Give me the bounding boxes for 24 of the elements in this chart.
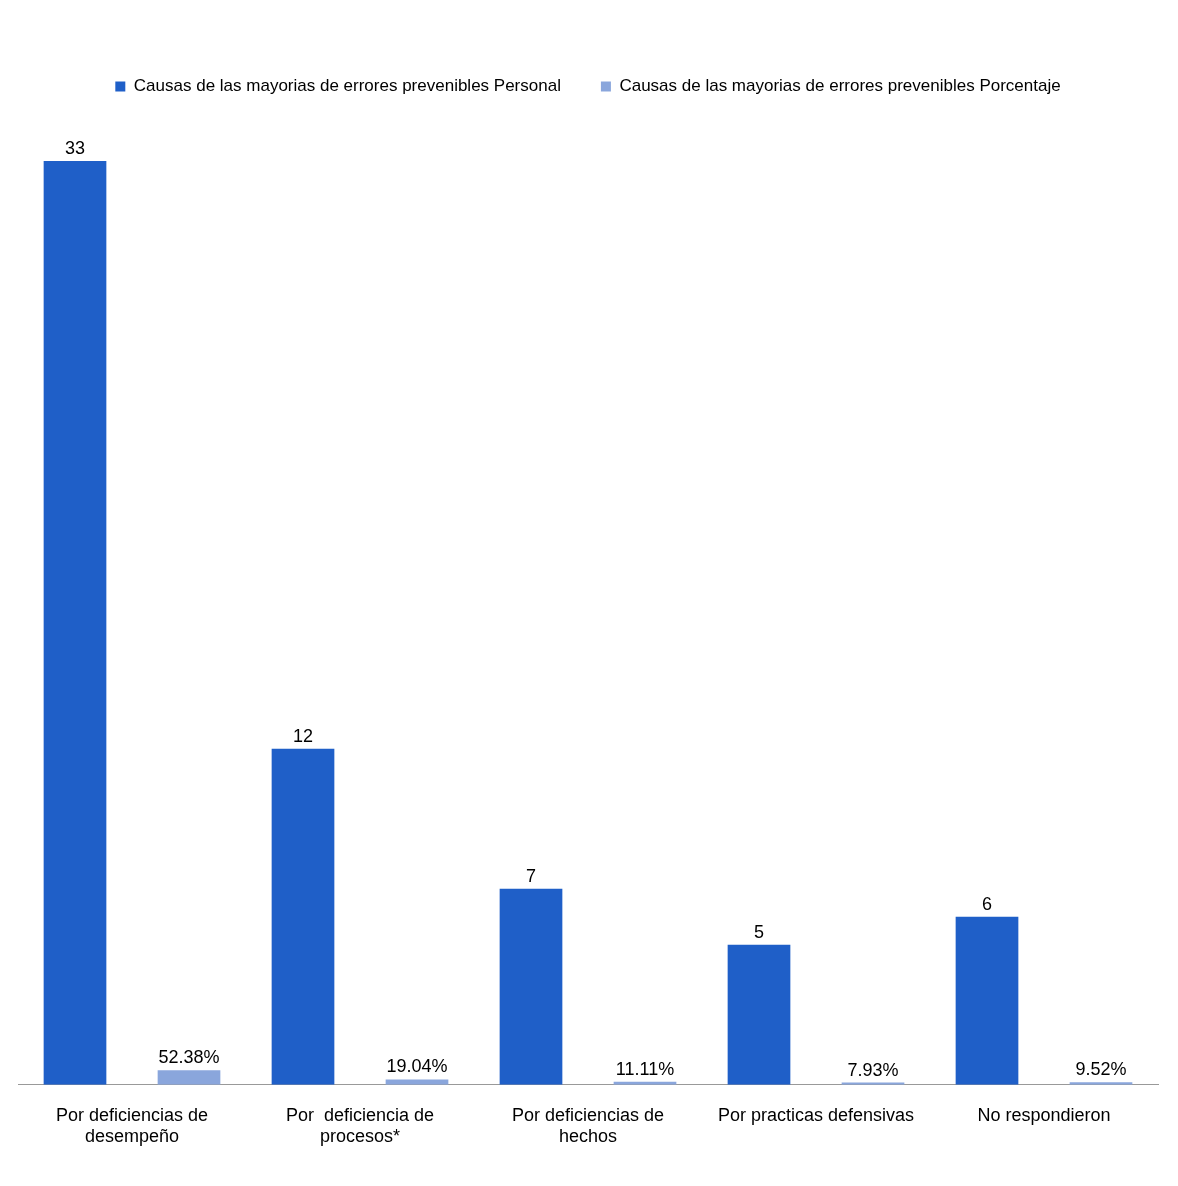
x-tick-label: Por deficiencias de hechos: [511, 1104, 665, 1147]
x-tick-label: Por practicas defensivas: [717, 1104, 915, 1125]
bar: [955, 916, 1019, 1085]
data-label: 33: [64, 137, 86, 158]
bar: [157, 1070, 221, 1085]
data-label: 52.38%: [158, 1047, 220, 1068]
x-tick-label: Por deficiencias de desempeño: [55, 1104, 209, 1147]
data-label: 19.04%: [386, 1056, 448, 1077]
bar: [385, 1079, 449, 1085]
bar: [43, 160, 107, 1085]
data-label: 5: [753, 921, 765, 942]
data-label: 11.11%: [615, 1058, 675, 1079]
data-label: 7.93%: [847, 1059, 899, 1080]
bar: [271, 748, 335, 1085]
data-label: 7: [525, 865, 537, 886]
data-label: 6: [981, 893, 993, 914]
data-label: 9.52%: [1075, 1059, 1127, 1080]
legend-label: Causas de las mayorias de errores prevenibles Personal: [133, 76, 561, 96]
x-tick-label: No respondieron: [977, 1104, 1111, 1125]
data-label: 12: [292, 725, 314, 746]
bar: [727, 944, 791, 1085]
bar: [499, 888, 563, 1085]
legend-label: Causas de las mayorias de errores prevenibles Porcentaje: [619, 76, 1061, 96]
x-tick-label: Por deficiencia de procesos*: [285, 1104, 435, 1147]
